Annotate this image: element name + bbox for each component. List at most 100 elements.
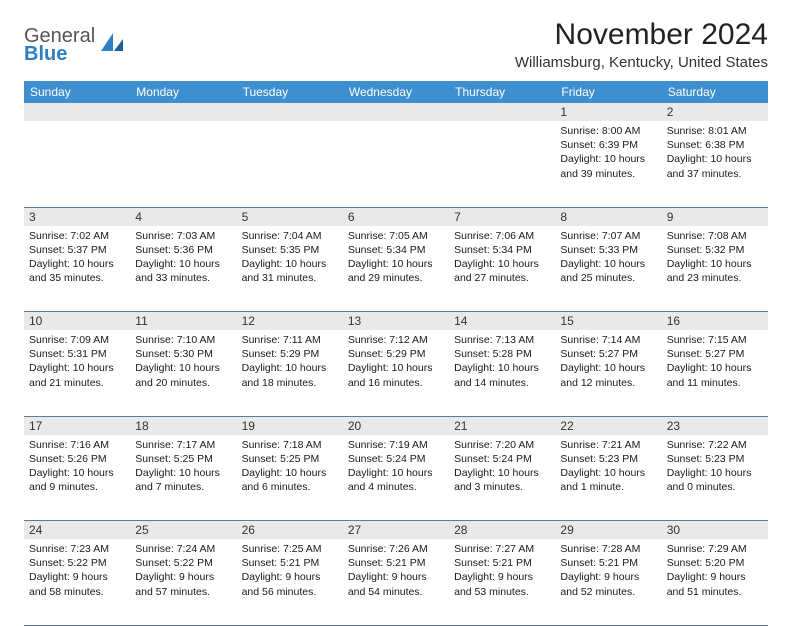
title-block: November 2024 Williamsburg, Kentucky, Un… <box>515 18 768 71</box>
sunrise-label: Sunrise: 7:15 AM <box>667 333 763 347</box>
sunset-label: Sunset: 6:38 PM <box>667 138 763 152</box>
sunrise-label: Sunrise: 7:07 AM <box>560 229 656 243</box>
day-number: 28 <box>449 521 555 540</box>
sunset-label: Sunset: 5:21 PM <box>348 556 444 570</box>
daylight-label: Daylight: 10 hours and 35 minutes. <box>29 257 125 285</box>
day-cell <box>343 121 449 207</box>
day-cell: Sunrise: 7:16 AMSunset: 5:26 PMDaylight:… <box>24 435 130 521</box>
sunset-label: Sunset: 5:21 PM <box>454 556 550 570</box>
day-number <box>237 103 343 121</box>
day-number: 26 <box>237 521 343 540</box>
day-cell: Sunrise: 7:24 AMSunset: 5:22 PMDaylight:… <box>130 539 236 625</box>
daylight-label: Daylight: 10 hours and 20 minutes. <box>135 361 231 389</box>
logo-text: General Blue <box>24 26 95 64</box>
sunset-label: Sunset: 5:21 PM <box>242 556 338 570</box>
sunrise-label: Sunrise: 7:12 AM <box>348 333 444 347</box>
day-number: 24 <box>24 521 130 540</box>
sunrise-label: Sunrise: 7:11 AM <box>242 333 338 347</box>
day-cell: Sunrise: 7:05 AMSunset: 5:34 PMDaylight:… <box>343 226 449 312</box>
day-cell: Sunrise: 7:23 AMSunset: 5:22 PMDaylight:… <box>24 539 130 625</box>
day-number-row: 12 <box>24 103 768 121</box>
day-cell <box>24 121 130 207</box>
weekday-header: Friday <box>555 81 661 103</box>
daylight-label: Daylight: 10 hours and 14 minutes. <box>454 361 550 389</box>
day-number: 12 <box>237 312 343 331</box>
day-cell-content: Sunrise: 7:23 AMSunset: 5:22 PMDaylight:… <box>29 542 125 599</box>
sunrise-label: Sunrise: 7:23 AM <box>29 542 125 556</box>
day-cell: Sunrise: 7:04 AMSunset: 5:35 PMDaylight:… <box>237 226 343 312</box>
sunrise-label: Sunrise: 7:24 AM <box>135 542 231 556</box>
day-cell-content: Sunrise: 7:15 AMSunset: 5:27 PMDaylight:… <box>667 333 763 390</box>
daylight-label: Daylight: 10 hours and 21 minutes. <box>29 361 125 389</box>
daylight-label: Daylight: 10 hours and 33 minutes. <box>135 257 231 285</box>
page-title: November 2024 <box>515 18 768 52</box>
day-cell-content: Sunrise: 7:12 AMSunset: 5:29 PMDaylight:… <box>348 333 444 390</box>
sunrise-label: Sunrise: 7:22 AM <box>667 438 763 452</box>
day-content-row: Sunrise: 8:00 AMSunset: 6:39 PMDaylight:… <box>24 121 768 207</box>
sunset-label: Sunset: 5:29 PM <box>348 347 444 361</box>
day-cell-content: Sunrise: 8:00 AMSunset: 6:39 PMDaylight:… <box>560 124 656 181</box>
day-cell-content: Sunrise: 7:18 AMSunset: 5:25 PMDaylight:… <box>242 438 338 495</box>
day-cell-content: Sunrise: 7:26 AMSunset: 5:21 PMDaylight:… <box>348 542 444 599</box>
sunset-label: Sunset: 5:30 PM <box>135 347 231 361</box>
day-cell: Sunrise: 7:02 AMSunset: 5:37 PMDaylight:… <box>24 226 130 312</box>
sunset-label: Sunset: 5:34 PM <box>454 243 550 257</box>
weekday-header: Tuesday <box>237 81 343 103</box>
sunrise-label: Sunrise: 7:05 AM <box>348 229 444 243</box>
sunset-label: Sunset: 5:27 PM <box>667 347 763 361</box>
daylight-label: Daylight: 9 hours and 52 minutes. <box>560 570 656 598</box>
calendar-table: Sunday Monday Tuesday Wednesday Thursday… <box>24 81 768 626</box>
day-cell-content: Sunrise: 7:11 AMSunset: 5:29 PMDaylight:… <box>242 333 338 390</box>
day-number: 17 <box>24 416 130 435</box>
day-cell-content: Sunrise: 7:05 AMSunset: 5:34 PMDaylight:… <box>348 229 444 286</box>
day-cell: Sunrise: 7:25 AMSunset: 5:21 PMDaylight:… <box>237 539 343 625</box>
daylight-label: Daylight: 9 hours and 53 minutes. <box>454 570 550 598</box>
day-cell-content: Sunrise: 7:03 AMSunset: 5:36 PMDaylight:… <box>135 229 231 286</box>
daylight-label: Daylight: 10 hours and 11 minutes. <box>667 361 763 389</box>
day-cell: Sunrise: 7:22 AMSunset: 5:23 PMDaylight:… <box>662 435 768 521</box>
daylight-label: Daylight: 10 hours and 29 minutes. <box>348 257 444 285</box>
daylight-label: Daylight: 9 hours and 58 minutes. <box>29 570 125 598</box>
day-number: 8 <box>555 207 661 226</box>
daylight-label: Daylight: 10 hours and 18 minutes. <box>242 361 338 389</box>
day-cell: Sunrise: 7:26 AMSunset: 5:21 PMDaylight:… <box>343 539 449 625</box>
sunrise-label: Sunrise: 7:20 AM <box>454 438 550 452</box>
sunrise-label: Sunrise: 7:28 AM <box>560 542 656 556</box>
daylight-label: Daylight: 10 hours and 4 minutes. <box>348 466 444 494</box>
daylight-label: Daylight: 10 hours and 39 minutes. <box>560 152 656 180</box>
day-number <box>130 103 236 121</box>
day-cell: Sunrise: 7:10 AMSunset: 5:30 PMDaylight:… <box>130 330 236 416</box>
day-cell: Sunrise: 7:09 AMSunset: 5:31 PMDaylight:… <box>24 330 130 416</box>
daylight-label: Daylight: 9 hours and 51 minutes. <box>667 570 763 598</box>
day-cell-content: Sunrise: 7:24 AMSunset: 5:22 PMDaylight:… <box>135 542 231 599</box>
day-cell: Sunrise: 7:14 AMSunset: 5:27 PMDaylight:… <box>555 330 661 416</box>
day-number <box>449 103 555 121</box>
day-cell: Sunrise: 7:29 AMSunset: 5:20 PMDaylight:… <box>662 539 768 625</box>
sunset-label: Sunset: 5:20 PM <box>667 556 763 570</box>
day-cell-content: Sunrise: 7:19 AMSunset: 5:24 PMDaylight:… <box>348 438 444 495</box>
day-number: 20 <box>343 416 449 435</box>
sunrise-label: Sunrise: 7:27 AM <box>454 542 550 556</box>
sunrise-label: Sunrise: 7:21 AM <box>560 438 656 452</box>
day-cell: Sunrise: 7:28 AMSunset: 5:21 PMDaylight:… <box>555 539 661 625</box>
sunset-label: Sunset: 6:39 PM <box>560 138 656 152</box>
sunset-label: Sunset: 5:24 PM <box>348 452 444 466</box>
day-cell-content: Sunrise: 7:22 AMSunset: 5:23 PMDaylight:… <box>667 438 763 495</box>
sunset-label: Sunset: 5:31 PM <box>29 347 125 361</box>
day-number: 23 <box>662 416 768 435</box>
location-label: Williamsburg, Kentucky, United States <box>515 54 768 71</box>
day-cell: Sunrise: 7:12 AMSunset: 5:29 PMDaylight:… <box>343 330 449 416</box>
sunrise-label: Sunrise: 8:01 AM <box>667 124 763 138</box>
day-number: 13 <box>343 312 449 331</box>
day-number: 21 <box>449 416 555 435</box>
sunset-label: Sunset: 5:34 PM <box>348 243 444 257</box>
daylight-label: Daylight: 9 hours and 57 minutes. <box>135 570 231 598</box>
day-cell-content: Sunrise: 7:16 AMSunset: 5:26 PMDaylight:… <box>29 438 125 495</box>
sunset-label: Sunset: 5:25 PM <box>242 452 338 466</box>
day-cell-content: Sunrise: 7:25 AMSunset: 5:21 PMDaylight:… <box>242 542 338 599</box>
weekday-header: Thursday <box>449 81 555 103</box>
logo-sail-icon <box>99 31 125 60</box>
day-cell <box>449 121 555 207</box>
day-cell: Sunrise: 7:06 AMSunset: 5:34 PMDaylight:… <box>449 226 555 312</box>
sunrise-label: Sunrise: 7:14 AM <box>560 333 656 347</box>
